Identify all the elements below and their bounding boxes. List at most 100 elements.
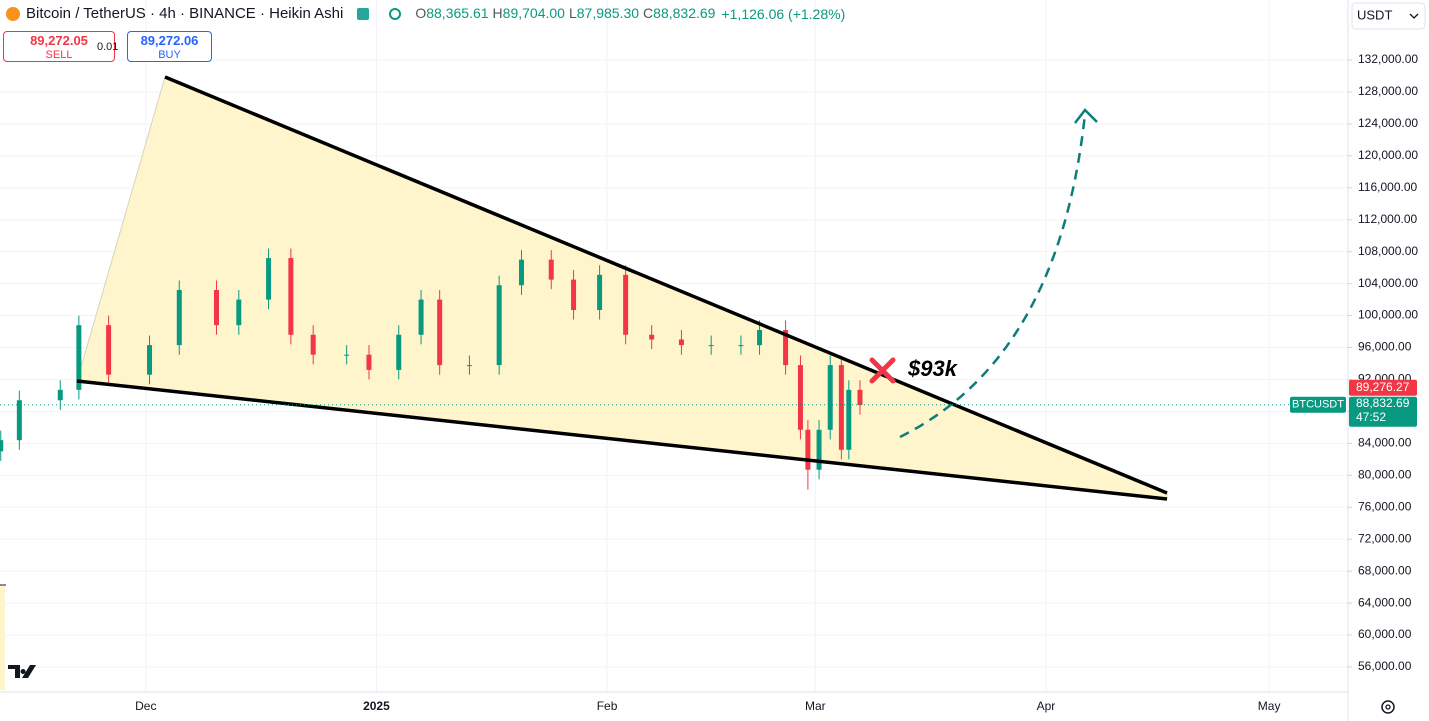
y-tick-label: 72,000.00 [1358,531,1412,545]
y-tick-label: 76,000.00 [1358,499,1412,513]
wedge-fill [76,76,1168,500]
x-tick-label: 2025 [363,699,390,713]
axes: 56,000.00 60,000.00 64,000.00 68,000.00 72,0… [0,52,1418,713]
buy-label[interactable]: BUY [158,49,181,61]
x-tick-label: Feb [597,699,618,713]
ohlc-value: 89,704.00 [502,5,565,21]
candle-body [16,400,22,441]
candle-body [708,345,714,347]
candle-body [176,290,182,346]
dropdown-icon[interactable] [1409,13,1419,19]
x-tick-label: May [1258,699,1281,713]
eye-icon[interactable] [389,7,402,20]
y-tick-label: 80,000.00 [1358,467,1412,481]
ohlc-value: 87,985.30 [576,5,640,21]
coin-icon [6,6,20,21]
buy-price[interactable]: 89,272.06 [140,33,199,48]
candle-body [466,365,472,367]
currency-select[interactable] [1351,2,1426,30]
y-tick-label: 112,000.00 [1358,212,1417,226]
settings-icon[interactable] [1385,704,1391,710]
ohlc: O88,365.61 H89,704.00 L87,985.30 C88,832.69 [411,5,715,22]
y-tick-label: 60,000.00 [1358,627,1412,641]
y-tick-label: 128,000.00 [1358,84,1418,98]
sell-price[interactable]: 89,272.05 [30,33,88,48]
ohlc-key: C [643,5,654,21]
last-price-label: 88,832.69 [1356,396,1410,410]
candle-body [147,345,153,375]
candle-body [213,290,219,326]
ask-price-tag [1349,379,1417,396]
x-tick-label: Dec [135,699,156,713]
candle-body [288,258,294,335]
candle-body [310,334,316,355]
y-tick-label: 68,000.00 [1358,563,1412,577]
annotation: $93k [907,356,959,381]
candle-body [783,329,789,366]
y-tick-label: 104,000.00 [1358,276,1418,290]
x-tick-label: Apr [1037,699,1056,713]
buy-button[interactable]: 89,272.06 BUY [127,31,212,62]
symbol-label: BTCUSDT [1292,399,1344,411]
candle-body [838,365,844,450]
candle-body [518,259,524,286]
y-tick-label: 56,000.00 [1358,659,1412,673]
overlay: $93k [76,75,1168,501]
candle-body [106,325,112,375]
y-tick-label: 120,000.00 [1358,148,1418,162]
change: +1,126.06 (+1.28%) [721,5,846,22]
x-mark [869,357,896,384]
y-tick-label: 124,000.00 [1358,116,1418,130]
y-tick-label: 96,000.00 [1358,340,1412,354]
candle-body [496,285,502,366]
wedge-upper [164,75,1168,495]
candle-body [396,334,402,370]
ask-price-label: 89,276.27 [1356,380,1410,394]
candle-body [344,354,350,356]
candle-body [678,339,684,346]
candle-body [418,299,424,335]
candle-body [76,325,82,390]
sell-label[interactable]: SELL [45,49,73,61]
ohlc-value: 88,365.61 [426,5,489,21]
currency[interactable]: USDT [1357,7,1392,22]
ohlc-key: H [492,5,503,21]
candle-body [0,440,4,452]
candle-body [548,259,554,280]
marker [0,586,5,690]
last-price-tag [1349,396,1417,427]
price-axis [1348,0,1429,721]
ohlc-key: L [568,5,577,21]
candle-body [797,365,803,430]
wedge-lower [76,379,1168,501]
y-tick-label: 84,000.00 [1358,436,1412,450]
candle-body [236,299,242,326]
candle-body [649,334,655,340]
y-tick-label: 108,000.00 [1358,244,1418,258]
ohlc-key: O [415,5,427,21]
candle-body [738,345,744,347]
candle-body [827,365,833,430]
candle-body [57,389,63,401]
x-tick-label: Mar [805,699,826,713]
spread: 0.01 [97,41,119,53]
header: Bitcoin / TetherUS · 4h · BINANCE · Heik… [6,5,845,22]
arrow-head [1074,108,1098,124]
candle-body [757,329,763,346]
symbol-title[interactable]: Bitcoin / TetherUS · 4h · BINANCE · Heik… [26,5,344,22]
sell-button[interactable]: 89,272.05 SELL [3,31,115,62]
symbol-tag [1290,396,1346,413]
flag-icon[interactable] [357,7,370,20]
settings-icon[interactable] [1381,700,1395,714]
candles [0,248,863,490]
candle-body [623,274,629,335]
y-tick-label: 64,000.00 [1358,595,1412,609]
y-tick-label: 132,000.00 [1358,52,1418,66]
y-tick-label: 100,000.00 [1358,308,1418,322]
y-tick-label: 116,000.00 [1358,180,1417,194]
candle-body [846,389,852,450]
candle-body [437,299,443,366]
candle-body [857,389,863,406]
